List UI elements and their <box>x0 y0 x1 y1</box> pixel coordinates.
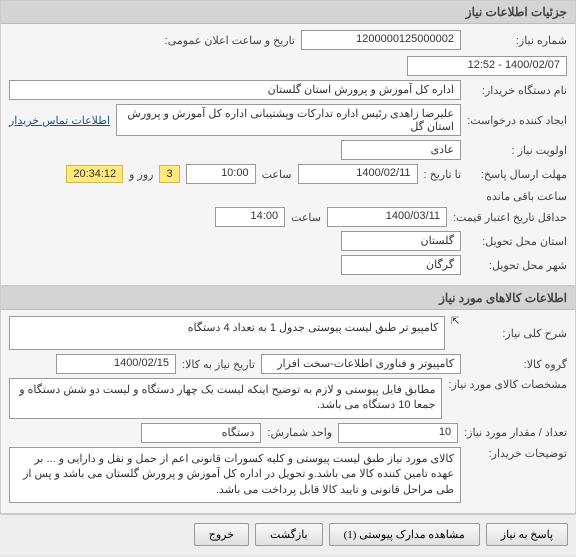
back-button[interactable]: بازگشت <box>255 523 323 546</box>
row-buyer-org: نام دستگاه خریدار: اداره کل آموزش و پرور… <box>9 80 567 100</box>
buyer-org-label: نام دستگاه خریدار: <box>467 84 567 97</box>
unit-value: دستگاه <box>141 423 261 443</box>
desc-label: شرح کلی نیاز: <box>467 327 567 340</box>
days-label: روز و <box>129 168 153 181</box>
section1-title: جزئیات اطلاعات نیاز <box>466 5 567 19</box>
creator-value: علیرضا زاهدی رئیس اداره تدارکات وپشتیبان… <box>116 104 461 136</box>
row-qty: تعداد / مقدار مورد نیاز: 10 واحد شمارش: … <box>9 423 567 443</box>
row-city: شهر محل تحویل: گرگان <box>9 255 567 275</box>
respond-button[interactable]: پاسخ به نیاز <box>486 523 568 546</box>
announce-value: 1400/02/07 - 12:52 <box>407 56 567 76</box>
row-validity: حداقل تاریخ اعتبار قیمت: 1400/03/11 ساعت… <box>9 207 567 227</box>
row-spec: مشخصات کالای مورد نیاز: مطابق فایل پیوست… <box>9 378 567 419</box>
validity-time: 14:00 <box>215 207 285 227</box>
time-label-1: ساعت <box>262 168 292 181</box>
days-remaining: 3 <box>159 165 179 183</box>
delivery-date-label: تاریخ نیاز به کالا: <box>182 358 255 371</box>
announce-label: تاریخ و ساعت اعلان عمومی: <box>165 34 295 47</box>
time-label-2: ساعت <box>291 211 321 224</box>
req-number-label: شماره نیاز: <box>467 34 567 47</box>
section2-header: اطلاعات کالاهای مورد نیاز <box>1 287 575 310</box>
priority-label: اولویت نیاز : <box>467 144 567 157</box>
group-label: گروه کالا: <box>467 358 567 371</box>
deadline-date: 1400/02/11 <box>298 164 418 184</box>
qty-value: 10 <box>338 423 458 443</box>
buyer-org-value: اداره کل آموزش و پرورش استان گلستان <box>9 80 461 100</box>
row-province: استان محل تحویل: گلستان <box>9 231 567 251</box>
qty-label: تعداد / مقدار مورد نیاز: <box>464 426 567 439</box>
group-value: کامپیوتر و فناوری اطلاعات-سخت افزار <box>261 354 461 374</box>
spec-value: مطابق فایل پیوستی و لازم به توضیح اینکه … <box>9 378 442 419</box>
desc-value: کامپیو تر طبق لیست پیوستی جدول 1 به تعدا… <box>9 316 445 350</box>
row-req-number: شماره نیاز: 1200000125000002 تاریخ و ساع… <box>9 30 567 76</box>
spec-label: مشخصات کالای مورد نیاز: <box>448 378 567 391</box>
contact-link[interactable]: اطلاعات تماس خریدار <box>9 114 110 127</box>
goods-info-panel: اطلاعات کالاهای مورد نیاز شرح کلی نیاز: … <box>0 286 576 514</box>
request-details-panel: جزئیات اطلاعات نیاز شماره نیاز: 12000001… <box>0 0 576 286</box>
province-label: استان محل تحویل: <box>467 235 567 248</box>
city-label: شهر محل تحویل: <box>467 259 567 272</box>
province-value: گلستان <box>341 231 461 251</box>
section1-body: شماره نیاز: 1200000125000002 تاریخ و ساع… <box>1 24 575 285</box>
row-deadline: مهلت ارسال پاسخ: تا تاریخ : 1400/02/11 س… <box>9 164 567 203</box>
deadline-label: مهلت ارسال پاسخ: <box>467 168 567 181</box>
exit-button[interactable]: خروج <box>194 523 249 546</box>
deadline-time: 10:00 <box>186 164 256 184</box>
delivery-date-value: 1400/02/15 <box>56 354 176 374</box>
section2-title: اطلاعات کالاهای مورد نیاز <box>439 291 567 305</box>
validity-label: حداقل تاریخ اعتبار قیمت: <box>453 211 567 224</box>
notes-value: کالای مورد نیاز طبق لیست پیوستی و کلیه ک… <box>9 447 461 503</box>
expand-icon[interactable]: ⇱ <box>449 316 461 327</box>
notes-label: توضیحات خریدار: <box>467 447 567 460</box>
row-creator: ایجاد کننده درخواست: علیرضا زاهدی رئیس ا… <box>9 104 567 136</box>
req-number-value: 1200000125000002 <box>301 30 461 50</box>
section1-header: جزئیات اطلاعات نیاز <box>1 1 575 24</box>
row-group: گروه کالا: کامپیوتر و فناوری اطلاعات-سخت… <box>9 354 567 374</box>
remaining-label: ساعت باقی مانده <box>486 190 567 203</box>
deadline-to-label: تا تاریخ : <box>424 168 461 181</box>
view-docs-button[interactable]: مشاهده مدارک پیوستی (1) <box>329 523 480 546</box>
unit-label: واحد شمارش: <box>267 426 332 439</box>
row-desc: شرح کلی نیاز: ⇱ کامپیو تر طبق لیست پیوست… <box>9 316 567 350</box>
row-priority: اولویت نیاز : عادی <box>9 140 567 160</box>
time-remaining: 20:34:12 <box>66 165 123 183</box>
creator-label: ایجاد کننده درخواست: <box>467 114 567 127</box>
row-notes: توضیحات خریدار: کالای مورد نیاز طبق لیست… <box>9 447 567 503</box>
priority-value: عادی <box>341 140 461 160</box>
city-value: گرگان <box>341 255 461 275</box>
validity-date: 1400/03/11 <box>327 207 447 227</box>
button-bar: پاسخ به نیاز مشاهده مدارک پیوستی (1) باز… <box>0 514 576 554</box>
section2-body: شرح کلی نیاز: ⇱ کامپیو تر طبق لیست پیوست… <box>1 310 575 513</box>
